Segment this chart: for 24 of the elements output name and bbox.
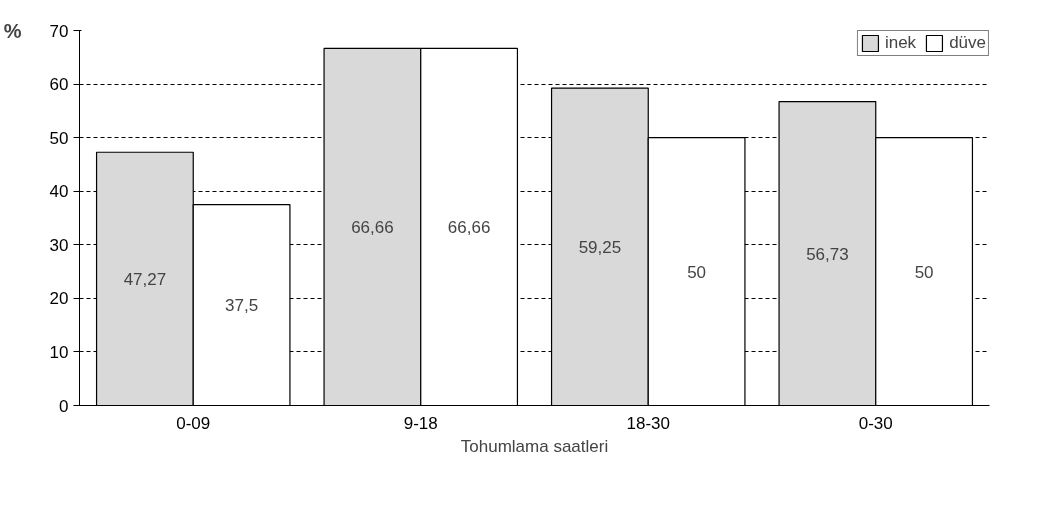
y-tick-label: 0 [59,396,69,416]
data-label: 50 [687,262,707,282]
y-tick-label: 60 [49,75,69,95]
legend-label: inek [884,33,917,53]
y-tick-label: 70 [49,21,69,41]
y-tick-label: 50 [49,128,69,148]
x-tick-label: 9-18 [403,413,438,433]
legend-label: düve [949,33,986,53]
x-tick-label: 0-09 [176,413,211,433]
data-label: 66,66 [351,217,394,237]
data-label: 37,5 [225,296,259,316]
data-label: 59,25 [578,237,622,257]
data-label: 66,66 [447,217,491,237]
y-tick-label: 40 [49,182,69,202]
data-label: 56,73 [806,244,849,264]
data-label: 47,27 [123,269,167,289]
y-tick-label: 10 [49,342,69,362]
data-label: 50 [914,262,934,282]
y-tick-label: 30 [49,235,69,255]
x-tick-label: 18-30 [626,413,670,433]
y-axis-title: % [3,19,22,42]
x-axis-title: Tohumlama saatleri [460,436,609,456]
y-tick-label: 20 [49,289,69,309]
x-tick-label: 0-30 [858,413,893,433]
